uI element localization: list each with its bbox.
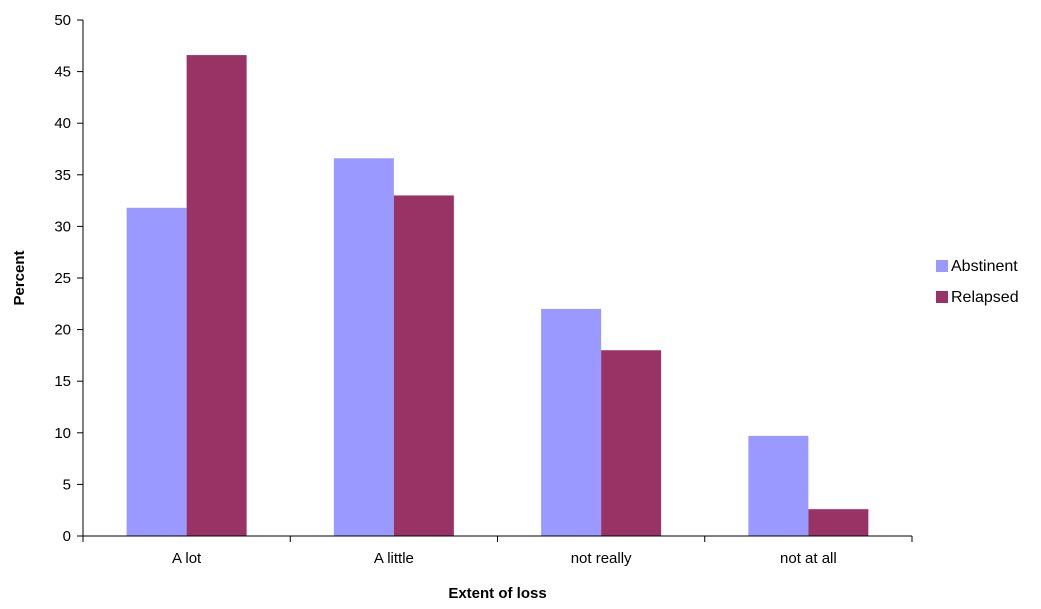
- legend: Abstinent Relapsed: [936, 258, 1019, 306]
- x-tick-label: not at all: [780, 550, 837, 567]
- y-tick-label: 50: [54, 12, 71, 29]
- x-tick-label: A lot: [172, 550, 202, 567]
- bar-relapsed-0: [186, 55, 247, 536]
- bars: [126, 55, 869, 536]
- legend-swatch-abstinent: [936, 260, 948, 272]
- y-axis-ticks: 0 5 10 15 20 25 30 35 40 45 50: [54, 12, 83, 545]
- bar-abstinent-3: [748, 435, 809, 536]
- x-axis-title: Extent of loss: [448, 585, 546, 602]
- legend-label-abstinent: Abstinent: [951, 258, 1018, 275]
- bar-abstinent-1: [333, 158, 394, 536]
- y-tick-label: 25: [54, 270, 71, 287]
- bar-relapsed-3: [808, 509, 869, 536]
- y-tick-label: 5: [63, 476, 71, 493]
- legend-label-relapsed: Relapsed: [951, 289, 1019, 306]
- y-tick-label: 10: [54, 425, 71, 442]
- x-tick-label: not really: [571, 550, 632, 567]
- x-axis-ticks: A lot A little not really not at all: [82, 536, 913, 567]
- y-tick-label: 30: [54, 218, 71, 235]
- bar-relapsed-2: [601, 350, 662, 536]
- y-tick-label: 0: [63, 528, 71, 545]
- x-tick-label: A little: [374, 550, 414, 567]
- y-tick-label: 15: [54, 373, 71, 390]
- bar-abstinent-2: [541, 308, 602, 536]
- bar-relapsed-1: [393, 195, 454, 536]
- legend-swatch-relapsed: [936, 291, 948, 303]
- y-tick-label: 35: [54, 167, 71, 184]
- y-tick-label: 45: [54, 64, 71, 81]
- y-axis-title: Percent: [11, 250, 28, 305]
- y-tick-label: 40: [54, 115, 71, 132]
- bar-abstinent-0: [126, 207, 187, 536]
- y-tick-label: 20: [54, 322, 71, 339]
